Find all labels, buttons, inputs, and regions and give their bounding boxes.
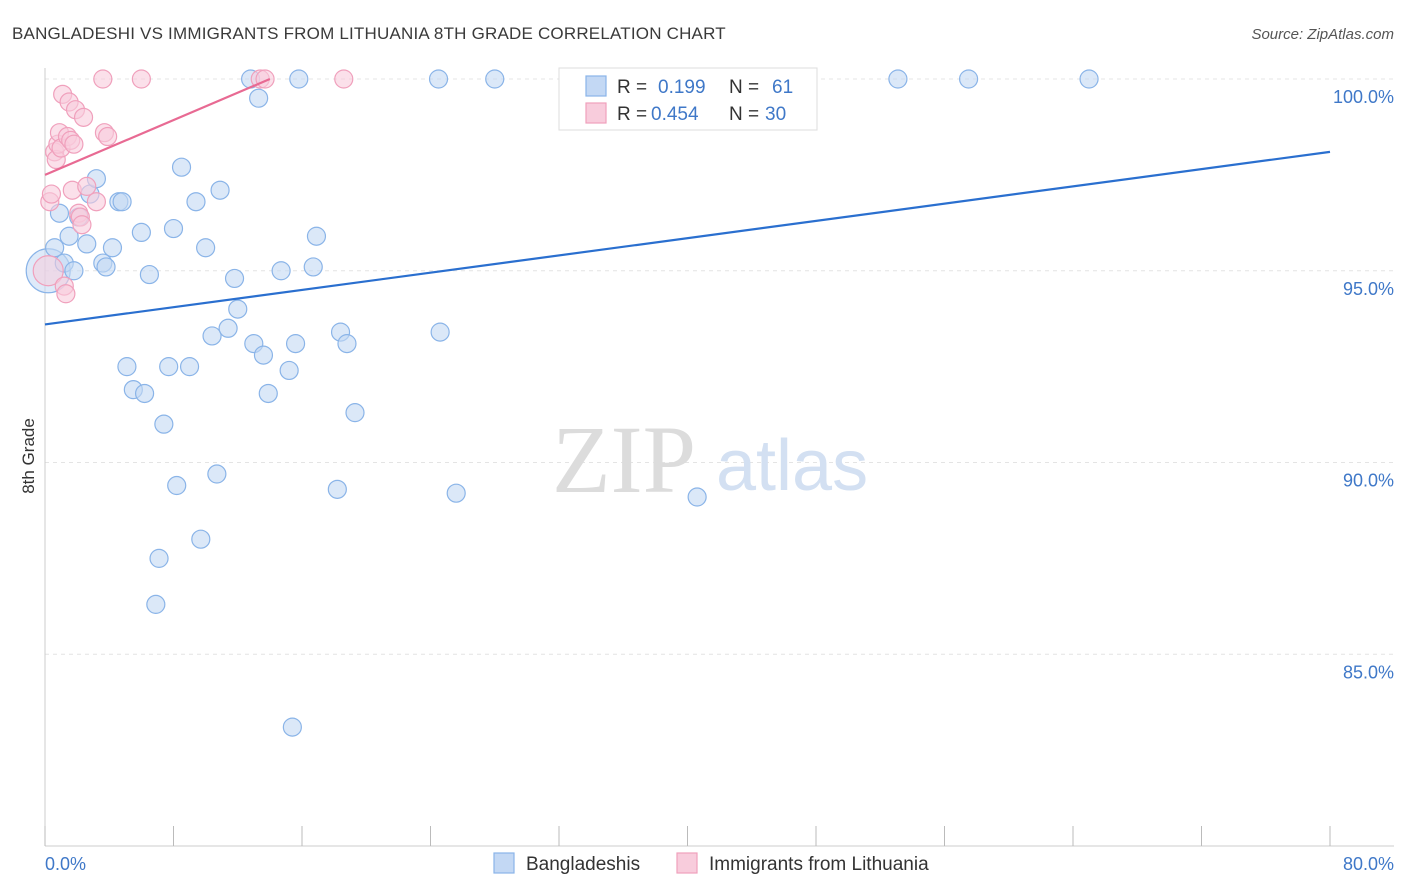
- lithuania-point-21: [77, 176, 97, 196]
- bangladeshis-point-44: [282, 717, 302, 737]
- bangladeshis-point-54: [430, 322, 450, 342]
- stats-legend-r-label-0: R =: [617, 77, 647, 98]
- watermark-atlas: atlas: [716, 426, 868, 506]
- bangladeshis-point-19: [139, 264, 160, 285]
- bangladeshis-point-18: [134, 383, 155, 404]
- bangladeshis-point-39: [249, 88, 269, 108]
- stats-legend-r-value-1: 0.454: [651, 104, 699, 125]
- bangladeshis-point-5: [64, 261, 84, 281]
- lithuania-point-23: [93, 69, 113, 89]
- bangladeshis-point-15: [117, 357, 137, 377]
- lithuania-point-0: [32, 255, 64, 287]
- stats-legend-n-label-1: N =: [729, 104, 759, 125]
- chart-source: Source: ZipAtlas.com: [1251, 26, 1394, 43]
- bangladeshis-point-55: [446, 483, 466, 503]
- bangladeshis-point-42: [271, 261, 291, 281]
- bangladeshis-point-28: [186, 192, 206, 212]
- watermark-zip: ZIP: [552, 406, 696, 513]
- stats-legend-n-value-0: 61: [772, 77, 793, 98]
- bangladeshis-point-46: [289, 69, 309, 89]
- bangladeshis-point-41: [258, 383, 278, 404]
- bangladeshis-point-22: [154, 414, 174, 434]
- lithuania-point-2: [41, 184, 62, 204]
- bangladeshis-point-48: [306, 226, 327, 246]
- bangladeshis-point-24: [163, 218, 184, 239]
- bottom-legend-label-lithuania: Immigrants from Lithuania: [709, 854, 929, 875]
- stats-legend-n-label-0: N =: [729, 77, 759, 98]
- stats-legend-n-value-1: 30: [765, 104, 786, 125]
- bangladeshis-point-36: [228, 299, 248, 319]
- bangladeshis-point-27: [179, 357, 200, 377]
- y-tick-label-3: 100.0%: [1333, 87, 1394, 107]
- stats-legend-swatch-lithuania: [585, 102, 607, 124]
- lithuania-point-20: [73, 107, 94, 127]
- bottom-legend: Bangladeshis Immigrants from Lithuania: [493, 852, 929, 875]
- bangladeshis-point-26: [171, 157, 192, 177]
- bangladeshis-point-35: [224, 268, 245, 289]
- bangladeshis-point-12: [102, 238, 123, 258]
- bangladeshis-point-20: [146, 594, 166, 614]
- bangladeshis-point-51: [337, 334, 357, 354]
- lithuania-point-19: [72, 215, 92, 235]
- trendline-lithuania: [44, 77, 271, 176]
- bangladeshis-point-33: [210, 180, 230, 200]
- bangladeshis-point-30: [196, 238, 216, 258]
- stats-legend-swatch-bangladeshis: [585, 75, 607, 97]
- bangladeshis-point-43: [279, 360, 299, 381]
- bangladeshis-point-29: [191, 529, 211, 549]
- lithuania-point-25: [98, 126, 118, 147]
- lithuania-point-15: [64, 134, 84, 154]
- bangladeshis-point-60: [1079, 69, 1099, 89]
- y-tick-label-1: 90.0%: [1343, 471, 1394, 491]
- x-tick-label-max: 80.0%: [1343, 854, 1394, 874]
- x-axis-ticks: [44, 826, 1331, 846]
- bangladeshis-point-49: [327, 479, 347, 499]
- bottom-legend-swatch-bangladeshis: [493, 852, 515, 874]
- bangladeshis-point-31: [202, 326, 222, 346]
- bottom-legend-label-bangladeshis: Bangladeshis: [526, 854, 640, 875]
- bangladeshis-point-4: [59, 226, 79, 246]
- gridlines: [45, 78, 1394, 655]
- bangladeshis-point-40: [253, 345, 274, 365]
- y-axis-label: 8th Grade: [19, 418, 38, 494]
- bangladeshis-point-14: [112, 192, 132, 212]
- bangladeshis-point-52: [345, 403, 365, 423]
- bangladeshis-point-58: [888, 69, 908, 89]
- bangladeshis-point-7: [77, 234, 97, 254]
- bangladeshis-point-32: [207, 464, 227, 484]
- bangladeshis-point-59: [958, 69, 979, 89]
- bottom-legend-swatch-lithuania: [676, 852, 698, 874]
- bangladeshis-point-25: [167, 475, 187, 496]
- bangladeshis-point-1: [45, 238, 65, 258]
- bangladeshis-point-56: [485, 69, 505, 89]
- bangladeshis-point-11: [96, 257, 116, 277]
- bangladeshis-point-23: [159, 357, 179, 377]
- trendline-bangladeshis: [44, 150, 1331, 326]
- bangladeshis-point-17: [131, 222, 151, 242]
- bangladeshis-point-21: [149, 548, 169, 568]
- chart-title: BANGLADESHI VS IMMIGRANTS FROM LITHUANIA…: [12, 24, 726, 43]
- lithuania-point-10: [56, 284, 76, 304]
- bangladeshis-point-47: [303, 257, 323, 277]
- bangladeshis-point-57: [687, 487, 707, 507]
- lithuania-point-28: [255, 69, 275, 89]
- stats-legend: R = 0.199 N = 61 R = 0.454 N = 30: [558, 67, 818, 131]
- bangladeshis-point-53: [428, 69, 449, 89]
- stats-legend-r-value-0: 0.199: [658, 77, 706, 98]
- watermark: ZIP atlas: [552, 406, 868, 513]
- lithuania-point-26: [131, 69, 151, 89]
- series-bangladeshis-points: [25, 69, 1099, 737]
- lithuania-point-22: [86, 192, 107, 212]
- lithuania-point-29: [334, 69, 354, 89]
- y-axis-tick-labels: 85.0% 90.0% 95.0% 100.0%: [1333, 87, 1394, 682]
- bangladeshis-point-34: [218, 318, 238, 338]
- y-tick-label-2: 95.0%: [1343, 279, 1394, 299]
- stats-legend-r-label-1: R =: [617, 104, 647, 125]
- x-tick-label-min: 0.0%: [45, 854, 86, 874]
- y-tick-label-0: 85.0%: [1343, 662, 1394, 682]
- bangladeshis-point-45: [285, 334, 306, 354]
